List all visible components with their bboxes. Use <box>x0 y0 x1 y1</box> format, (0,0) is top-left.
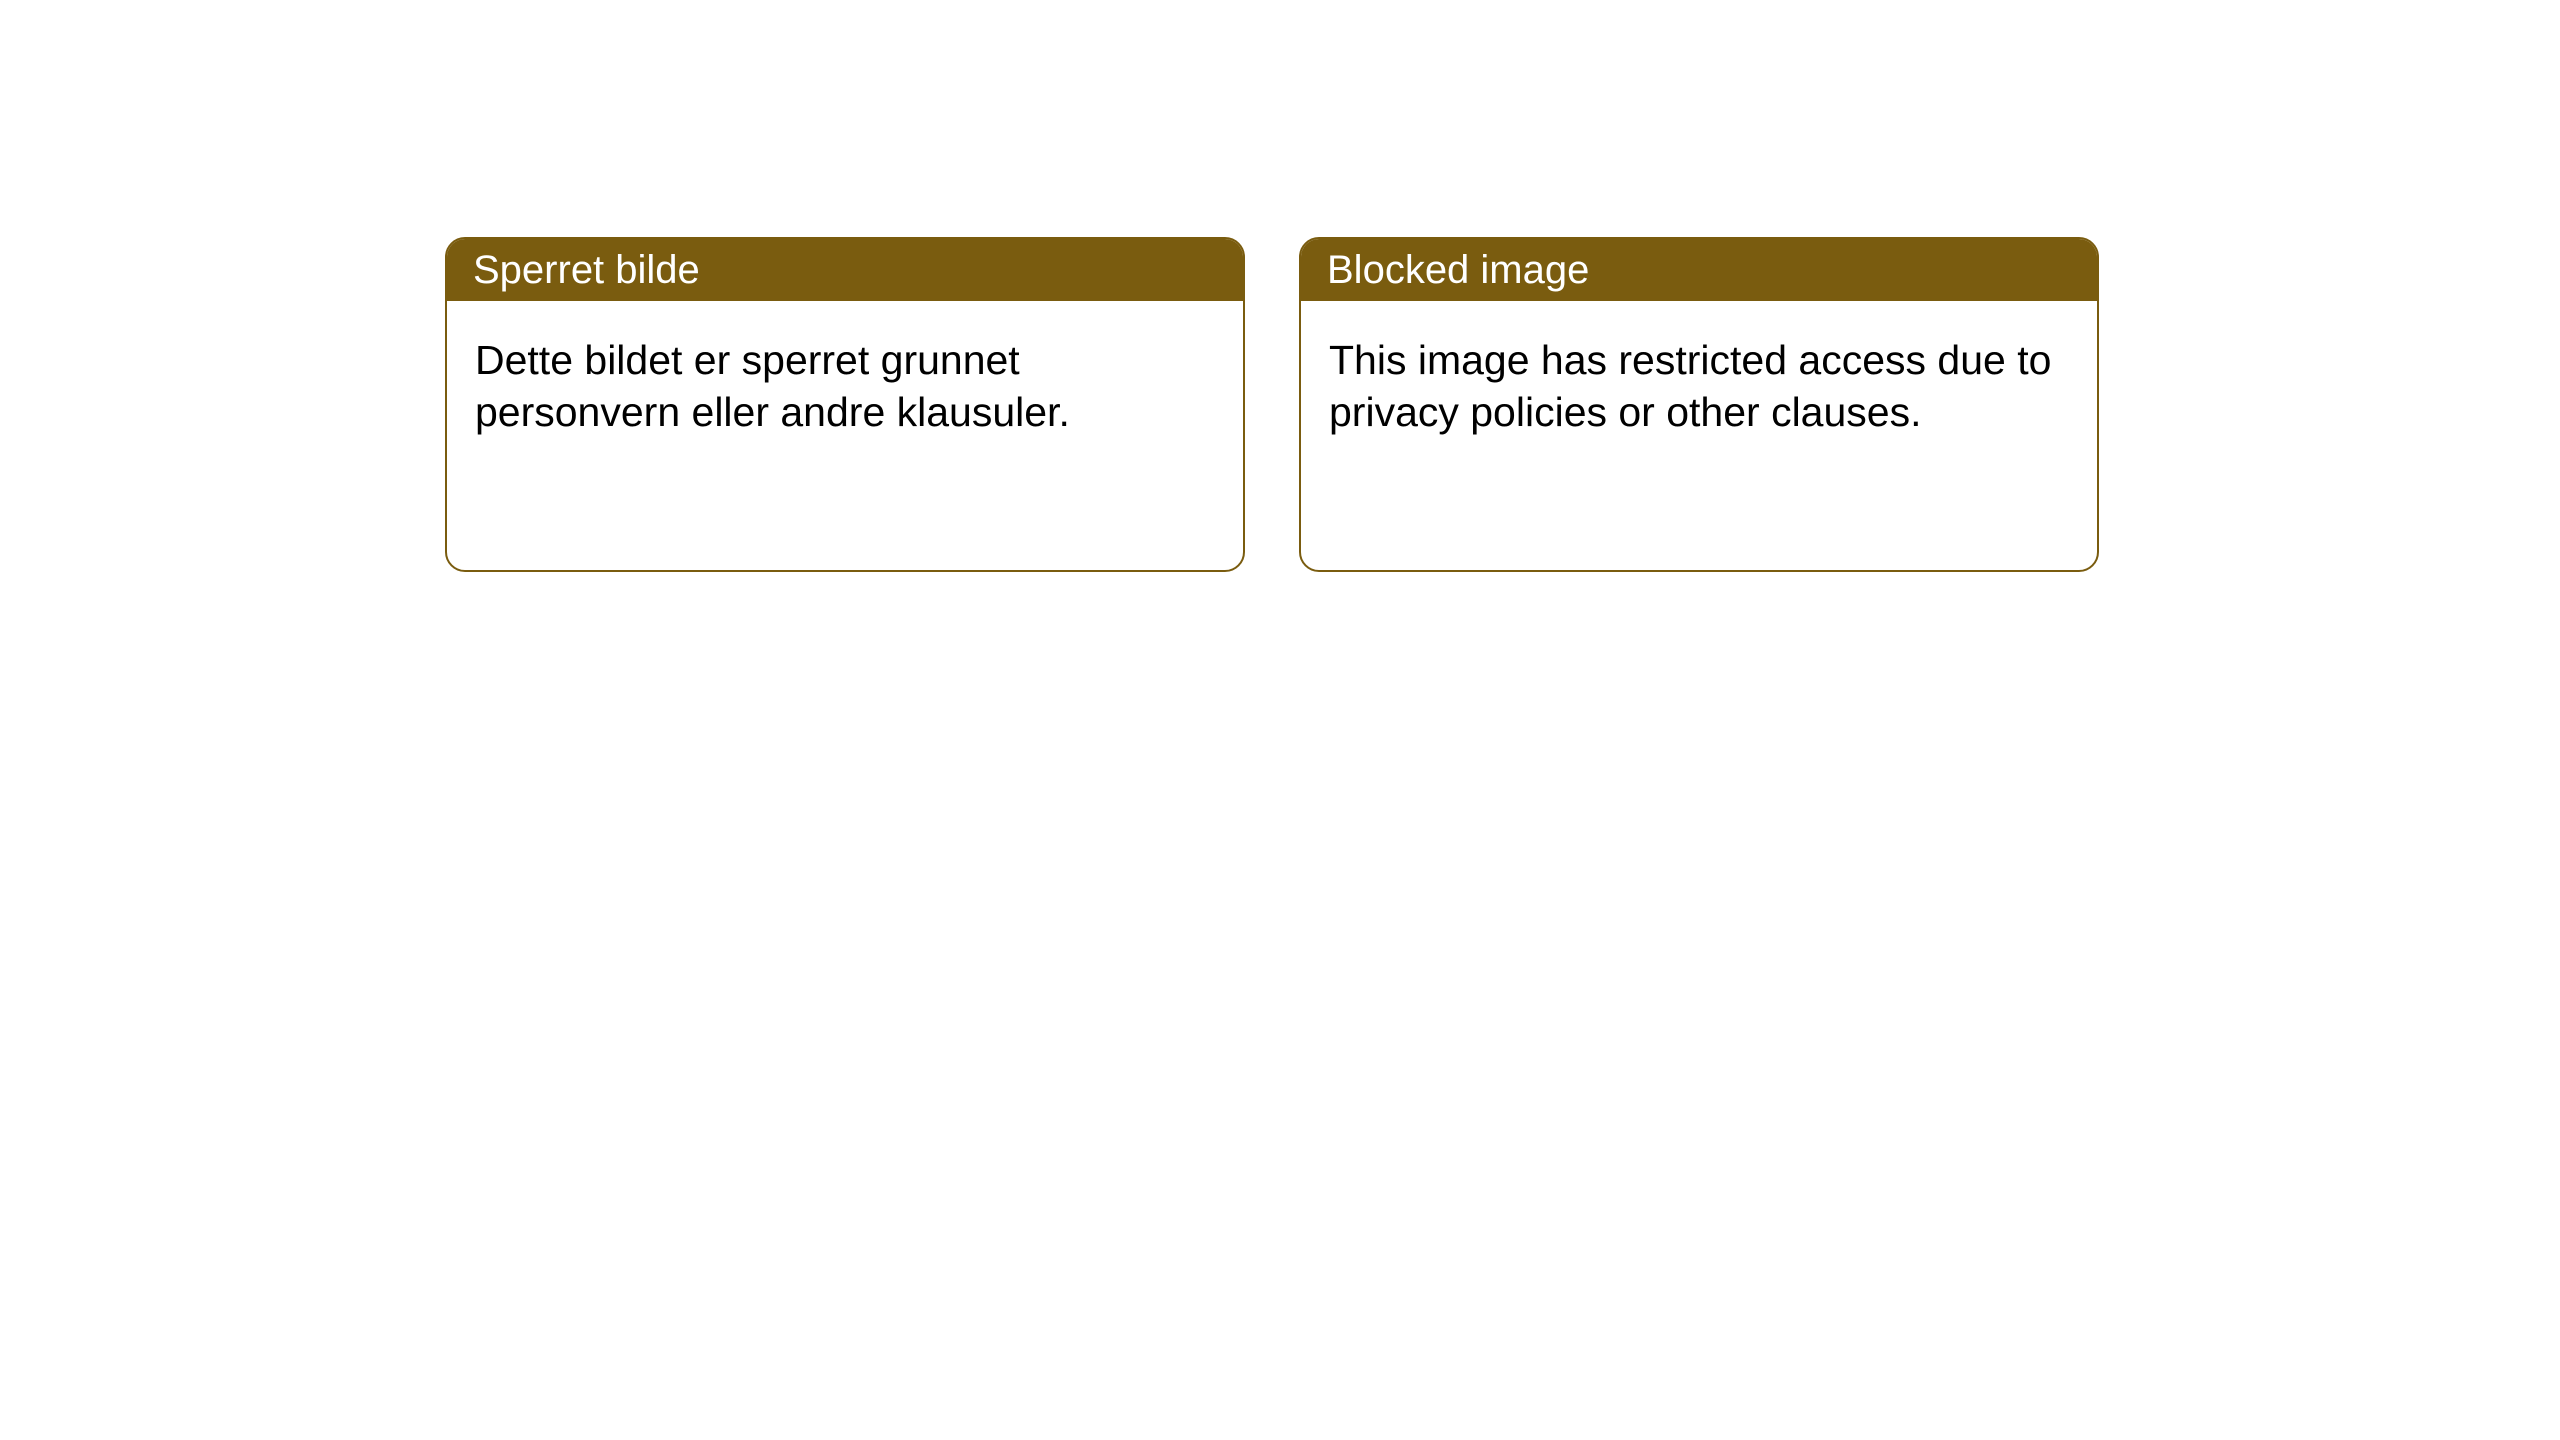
notice-title-no: Sperret bilde <box>447 239 1243 301</box>
notice-title-en: Blocked image <box>1301 239 2097 301</box>
notice-card-en: Blocked image This image has restricted … <box>1299 237 2099 572</box>
notice-body-no: Dette bildet er sperret grunnet personve… <box>447 301 1243 472</box>
notice-card-no: Sperret bilde Dette bildet er sperret gr… <box>445 237 1245 572</box>
notice-body-en: This image has restricted access due to … <box>1301 301 2097 472</box>
notice-container: Sperret bilde Dette bildet er sperret gr… <box>445 237 2099 572</box>
